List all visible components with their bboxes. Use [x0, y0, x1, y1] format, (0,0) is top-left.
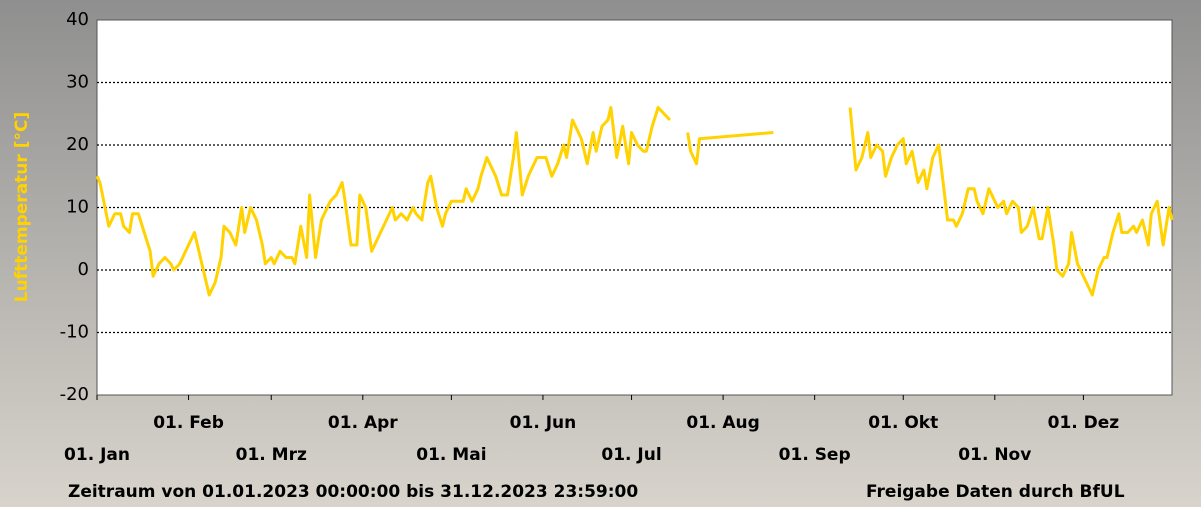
x-tick-label: 01. Feb	[153, 413, 224, 433]
x-tick-label: 01. Apr	[328, 413, 398, 433]
y-tick-label: 30	[66, 72, 89, 93]
x-tick-label: 01. Jun	[510, 413, 577, 433]
y-axis-label: Lufttemperatur [°C]	[12, 112, 32, 302]
caption: Zeitraum von 01.01.2023 00:00:00 bis 31.…	[68, 482, 638, 502]
y-tick-label: 40	[66, 9, 89, 30]
x-tick-label: 01. Okt	[868, 413, 938, 433]
y-tick-label: -10	[60, 322, 89, 343]
x-tick-label: 01. Mai	[416, 445, 486, 465]
x-tick-label: 01. Nov	[958, 445, 1031, 465]
y-tick-label: -20	[60, 384, 89, 405]
x-tick-label: 01. Dez	[1048, 413, 1120, 433]
y-tick-label: 10	[66, 197, 89, 218]
credit: Freigabe Daten durch BfUL	[866, 482, 1125, 502]
x-tick-label: 01. Sep	[779, 445, 851, 465]
y-tick-label: 0	[78, 259, 89, 280]
x-tick-label: 01. Jul	[601, 445, 661, 465]
x-tick-label: 01. Aug	[686, 413, 759, 433]
x-tick-label: 01. Jan	[64, 445, 130, 465]
temperature-line	[95, 106, 1174, 297]
x-tick-label: 01. Mrz	[236, 445, 307, 465]
y-tick-label: 20	[66, 134, 89, 155]
